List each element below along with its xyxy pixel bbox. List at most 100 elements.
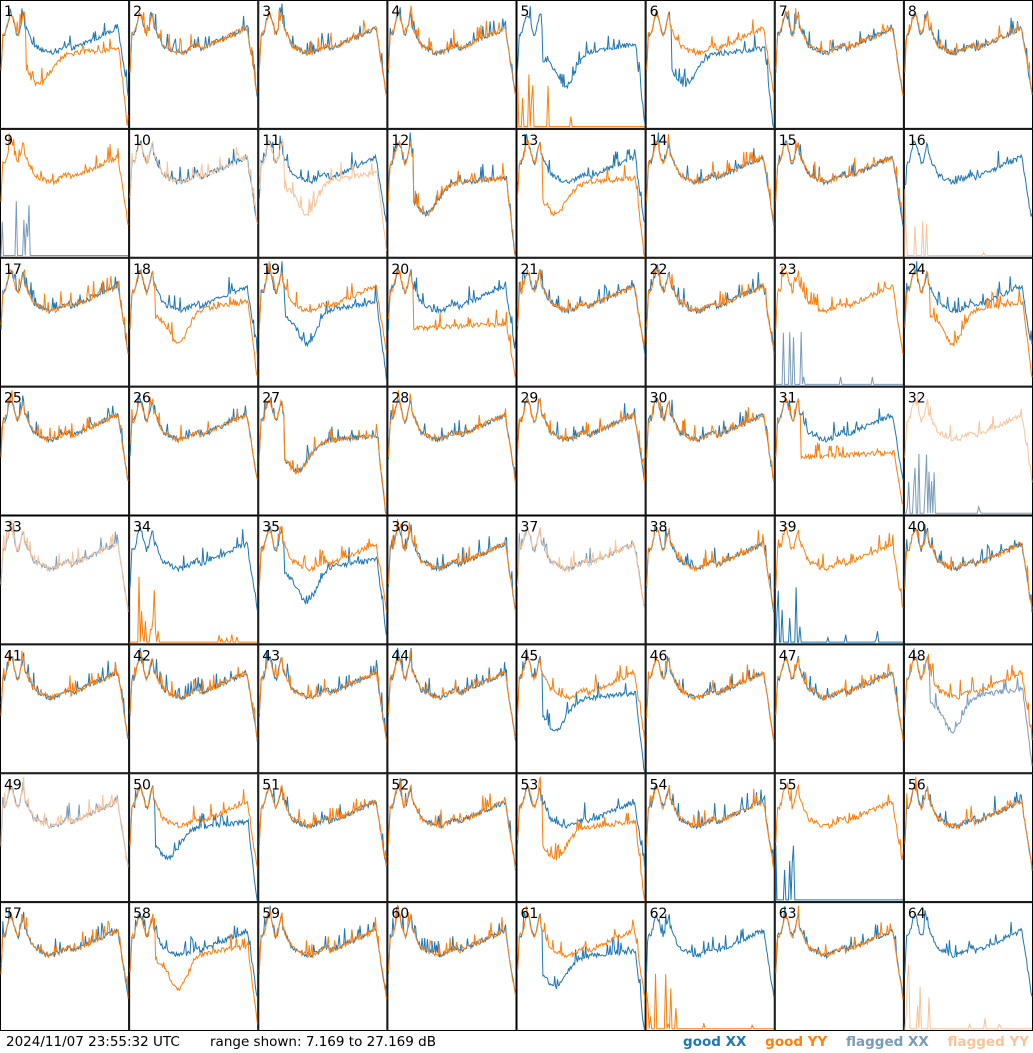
series-yy-panel-30	[646, 399, 775, 482]
panel-15: 15	[774, 128, 904, 258]
series-xx-panel-42	[129, 647, 258, 742]
panel-frame	[645, 515, 775, 645]
panel-frame	[645, 0, 775, 129]
panel-59: 59	[258, 902, 388, 1031]
panel-42: 42	[129, 644, 259, 774]
series-xx-panel-45	[517, 648, 646, 773]
panel-29: 29	[516, 386, 646, 516]
panel-label: 25	[4, 391, 22, 407]
series-yy-panel-5	[517, 72, 645, 128]
panel-47: 47	[774, 644, 904, 774]
series-yy-panel-64	[904, 964, 1032, 1031]
series-yy-panel-2	[129, 12, 258, 93]
panel-label: 29	[521, 391, 539, 407]
series-yy-panel-58	[129, 913, 258, 1024]
series-yy-panel-23	[775, 266, 904, 355]
series-xx-panel-24	[904, 261, 1033, 345]
series-yy-panel-31	[775, 397, 904, 505]
panel-label: 28	[391, 391, 409, 407]
series-yy-panel-13	[517, 139, 646, 257]
panel-60: 60	[387, 902, 517, 1031]
panel-label: 6	[650, 4, 659, 20]
panel-label: 56	[908, 777, 926, 793]
series-yy-panel-11	[258, 138, 387, 251]
panel-4: 4	[387, 0, 517, 129]
panel-label: 58	[133, 906, 151, 922]
series-yy-panel-49	[0, 776, 129, 868]
series-yy-panel-19	[258, 261, 387, 352]
series-xx-panel-23	[775, 331, 903, 386]
panel-label: 31	[779, 391, 797, 407]
panel-label: 14	[650, 133, 668, 149]
series-yy-panel-26	[129, 397, 258, 480]
series-yy-panel-15	[775, 140, 904, 219]
panel-label: 60	[391, 906, 409, 922]
series-yy-panel-20	[387, 267, 516, 380]
series-yy-panel-28	[387, 390, 516, 484]
legend-flagged-xx: flagged XX	[846, 1034, 929, 1050]
panel-53: 53	[516, 773, 646, 903]
series-xx-panel-34	[129, 525, 258, 611]
series-yy-panel-55	[775, 782, 904, 861]
series-yy-panel-61	[517, 905, 646, 998]
series-xx-panel-9	[0, 201, 129, 257]
series-yy-panel-33	[0, 519, 129, 613]
panel-frame	[387, 386, 517, 516]
series-yy-panel-42	[129, 651, 258, 740]
series-yy-panel-60	[387, 904, 516, 997]
series-yy-panel-39	[775, 526, 904, 609]
panel-label: 45	[521, 648, 539, 664]
panel-frame	[0, 386, 130, 516]
panel-label: 64	[908, 906, 926, 922]
panel-57: 57	[0, 902, 130, 1031]
panel-24: 24	[903, 257, 1033, 387]
series-yy-panel-21	[517, 269, 646, 347]
panel-38: 38	[645, 515, 775, 645]
panel-frame	[387, 515, 517, 645]
panel-label: 61	[521, 906, 539, 922]
panel-25: 25	[0, 386, 130, 516]
series-xx-panel-32	[904, 453, 1032, 515]
panel-45: 45	[516, 644, 646, 774]
panel-28: 28	[387, 386, 517, 516]
panel-frame	[774, 0, 904, 129]
series-yy-panel-32	[904, 393, 1033, 483]
panel-label: 34	[133, 520, 151, 536]
series-yy-panel-44	[387, 651, 516, 738]
panel-40: 40	[903, 515, 1033, 645]
panel-32: 32	[903, 386, 1033, 516]
range-label: range shown: 7.169 to 27.169 dB	[210, 1034, 436, 1050]
panel-56: 56	[903, 773, 1033, 903]
panel-label: 35	[262, 520, 280, 536]
panel-label: 44	[391, 648, 409, 664]
panel-11: 11	[258, 128, 388, 258]
panel-26: 26	[129, 386, 259, 516]
panel-label: 15	[779, 133, 797, 149]
series-xx-panel-11	[258, 135, 387, 223]
panel-label: 55	[779, 777, 797, 793]
panel-label: 18	[133, 262, 151, 278]
series-yy-panel-7	[775, 8, 904, 96]
panel-63: 63	[774, 902, 904, 1031]
panel-22: 22	[645, 257, 775, 387]
series-yy-panel-27	[258, 398, 387, 515]
panel-27: 27	[258, 386, 388, 516]
panel-label: 26	[133, 391, 151, 407]
panel-label: 30	[650, 391, 668, 407]
panel-34: 34	[129, 515, 259, 645]
panel-37: 37	[516, 515, 646, 645]
panel-frame	[258, 515, 388, 645]
panel-label: 49	[4, 777, 22, 793]
panel-label: 38	[650, 520, 668, 536]
series-yy-panel-41	[0, 650, 129, 739]
panel-frame	[258, 0, 388, 129]
series-yy-panel-34	[129, 576, 258, 644]
series-yy-panel-25	[0, 390, 129, 482]
timestamp: 2024/11/07 23:55:32 UTC	[6, 1034, 180, 1050]
series-yy-panel-1	[0, 11, 129, 126]
series-yy-panel-40	[904, 527, 1033, 610]
panel-8: 8	[903, 0, 1033, 129]
panel-label: 54	[650, 777, 668, 793]
panel-frame	[0, 773, 130, 903]
